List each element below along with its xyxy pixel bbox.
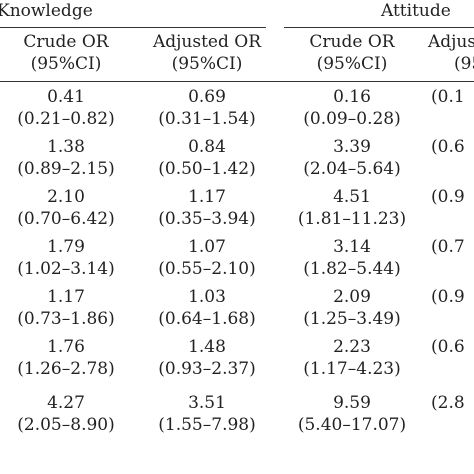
table-cell-r5-c3: 2.09 (1.25–3.49) — [303, 287, 401, 329]
table-cell-r5-c1: 1.17 (0.73–1.86) — [17, 287, 115, 329]
table-cell-r2-c1: 1.38 (0.89–2.15) — [17, 137, 115, 179]
table-cell-r6-c3: 2.23 (1.17–4.23) — [303, 337, 401, 379]
table-cell-r2-c3: 3.39 (2.04–5.64) — [303, 137, 401, 179]
table-cell-r3-c2: 1.17 (0.35–3.94) — [158, 187, 256, 229]
column-header-attitude-adjusted-or: Adjusted OR (95%CI) — [428, 32, 474, 74]
group-rule-attitude — [284, 27, 474, 28]
header-bottom-rule — [0, 81, 474, 82]
group-rule-knowledge — [0, 27, 266, 28]
table-cell-r5-c2: 1.03 (0.64–1.68) — [158, 287, 256, 329]
table-cell-r6-c1: 1.76 (1.26–2.78) — [17, 337, 115, 379]
table-cell-r7-c4: (2.8 — [431, 393, 465, 413]
column-header-knowledge-crude-or: Crude OR (95%CI) — [23, 32, 109, 74]
table-cell-r1-c4: (0.1 — [431, 87, 465, 107]
table-cell-r7-c2: 3.51 (1.55–7.98) — [158, 393, 256, 435]
table-cell-r7-c1: 4.27 (2.05–8.90) — [17, 393, 115, 435]
table-cell-r1-c1: 0.41 (0.21–0.82) — [17, 87, 115, 129]
group-header-knowledge: Knowledge — [0, 1, 93, 21]
table-cell-r3-c1: 2.10 (0.70–6.42) — [17, 187, 115, 229]
table-cell-r1-c3: 0.16 (0.09–0.28) — [303, 87, 401, 129]
table-cell-r3-c3: 4.51 (1.81–11.23) — [297, 187, 407, 229]
table-cell-r4-c2: 1.07 (0.55–2.10) — [158, 237, 256, 279]
table-cell-r7-c3: 9.59 (5.40–17.07) — [297, 393, 407, 435]
group-header-attitude: Attitude — [381, 1, 451, 21]
table-cell-r6-c2: 1.48 (0.93–2.37) — [158, 337, 256, 379]
table-cell-r6-c4: (0.6 — [431, 337, 465, 357]
table-cell-r2-c4: (0.6 — [431, 137, 465, 157]
table-cell-r4-c4: (0.7 — [431, 237, 465, 257]
table-cell-r4-c3: 3.14 (1.82–5.44) — [303, 237, 401, 279]
table-cell-r1-c2: 0.69 (0.31–1.54) — [158, 87, 256, 129]
column-header-attitude-crude-or: Crude OR (95%CI) — [309, 32, 395, 74]
table-cell-r3-c4: (0.9 — [431, 187, 465, 207]
table-cell-r2-c2: 0.84 (0.50–1.42) — [158, 137, 256, 179]
column-header-knowledge-adjusted-or: Adjusted OR (95%CI) — [152, 32, 262, 74]
table-cell-r4-c1: 1.79 (1.02–3.14) — [17, 237, 115, 279]
table-cell-r5-c4: (0.9 — [431, 287, 465, 307]
